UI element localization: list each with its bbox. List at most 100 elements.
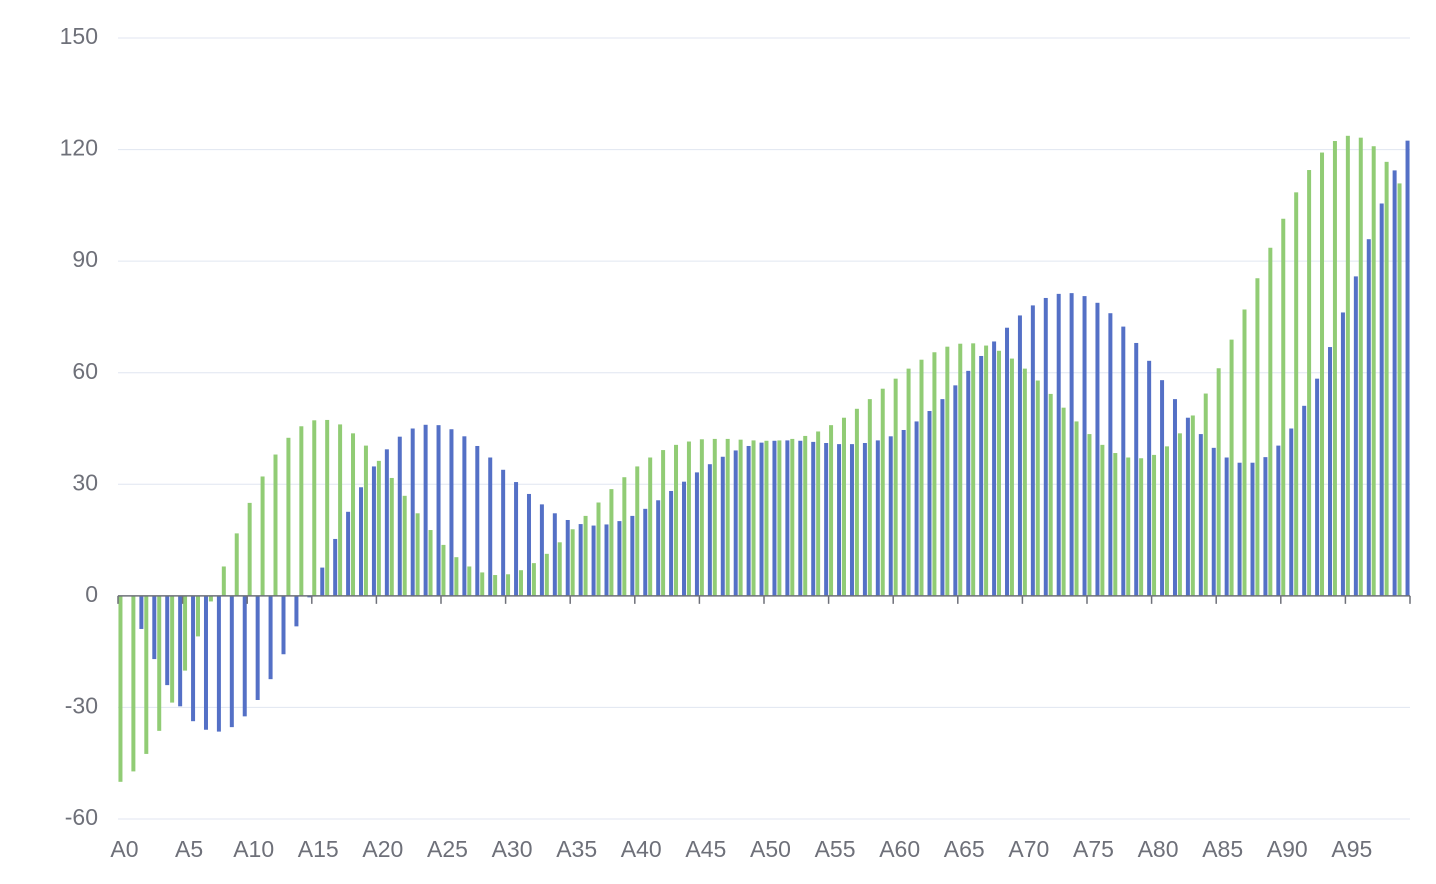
bar [997, 350, 1002, 596]
x-tick-label: A40 [621, 836, 662, 862]
x-tick-label: A95 [1331, 836, 1372, 862]
bar [506, 574, 511, 596]
x-tick-label: A90 [1267, 836, 1308, 862]
y-tick-label: -60 [65, 804, 98, 830]
bar [940, 399, 945, 596]
bar [759, 442, 764, 596]
x-tick-label: A15 [298, 836, 339, 862]
bar [436, 425, 441, 596]
bar [363, 445, 368, 596]
y-tick-label: 90 [72, 246, 98, 272]
bar [1405, 140, 1410, 596]
bar [669, 490, 674, 596]
bar [1185, 417, 1190, 596]
bar [338, 424, 343, 596]
bar [971, 343, 976, 596]
bar [526, 493, 531, 596]
bar [384, 449, 389, 596]
bar [604, 524, 609, 596]
bar [552, 513, 557, 596]
bar [346, 511, 351, 596]
bar [893, 378, 898, 596]
bar [268, 595, 273, 680]
x-tick-label: A70 [1008, 836, 1049, 862]
bar [1061, 407, 1066, 596]
bar [131, 595, 136, 772]
bar [1353, 276, 1358, 596]
bar [867, 399, 872, 596]
bar [1035, 380, 1040, 596]
bar [203, 595, 208, 730]
bar [966, 370, 971, 596]
bar [1100, 444, 1105, 596]
bar [255, 595, 260, 700]
bar [1198, 434, 1203, 596]
bar [914, 421, 919, 596]
bar [557, 542, 562, 596]
bar [428, 530, 433, 596]
bar [720, 456, 725, 596]
bar [1147, 360, 1152, 596]
bar [945, 346, 950, 596]
bar [1082, 296, 1087, 596]
bar [1358, 137, 1363, 596]
bar [1315, 378, 1320, 596]
bar [1302, 405, 1307, 596]
x-tick-label: A30 [492, 836, 533, 862]
bar [1328, 347, 1333, 596]
bar [165, 595, 170, 686]
bar [841, 417, 846, 596]
bar [686, 441, 691, 596]
bar [1211, 447, 1216, 596]
bar [294, 595, 299, 627]
bar [712, 438, 717, 596]
bar [518, 570, 523, 596]
bar [1017, 315, 1022, 596]
bar [234, 533, 239, 596]
bar [803, 435, 808, 596]
bar [1366, 239, 1371, 596]
bar [1190, 415, 1195, 596]
bar [725, 438, 730, 596]
bar [849, 444, 854, 596]
bar [785, 440, 790, 596]
bar [157, 595, 162, 731]
bar [118, 595, 123, 782]
y-tick-label: -30 [65, 693, 98, 719]
bar [875, 440, 880, 596]
bar [979, 355, 984, 596]
bar [449, 429, 454, 596]
bar [1043, 297, 1048, 596]
bar [707, 464, 712, 596]
x-tick-label: A75 [1073, 836, 1114, 862]
bar [880, 388, 885, 596]
bar [699, 439, 704, 596]
bar [570, 529, 575, 596]
bar [733, 450, 738, 596]
bar [273, 454, 278, 596]
bar [144, 595, 149, 754]
bar [514, 482, 519, 596]
bar [216, 595, 221, 732]
bar [195, 595, 200, 637]
bar [927, 411, 932, 596]
bar [824, 443, 829, 596]
bar [1152, 454, 1157, 596]
bar [596, 502, 601, 596]
bar [919, 359, 924, 596]
bar [376, 460, 381, 596]
bar [1005, 327, 1010, 596]
bar [1294, 192, 1299, 596]
bar [1048, 393, 1053, 596]
bar [325, 419, 330, 596]
bar [441, 544, 446, 596]
bar [359, 487, 364, 596]
bar [139, 595, 144, 629]
bar [1371, 146, 1376, 596]
bar [1022, 368, 1027, 596]
bar [1139, 458, 1144, 596]
bar [674, 444, 679, 596]
x-tick-label: A20 [362, 836, 403, 862]
bar [648, 457, 653, 596]
bar [281, 595, 286, 655]
